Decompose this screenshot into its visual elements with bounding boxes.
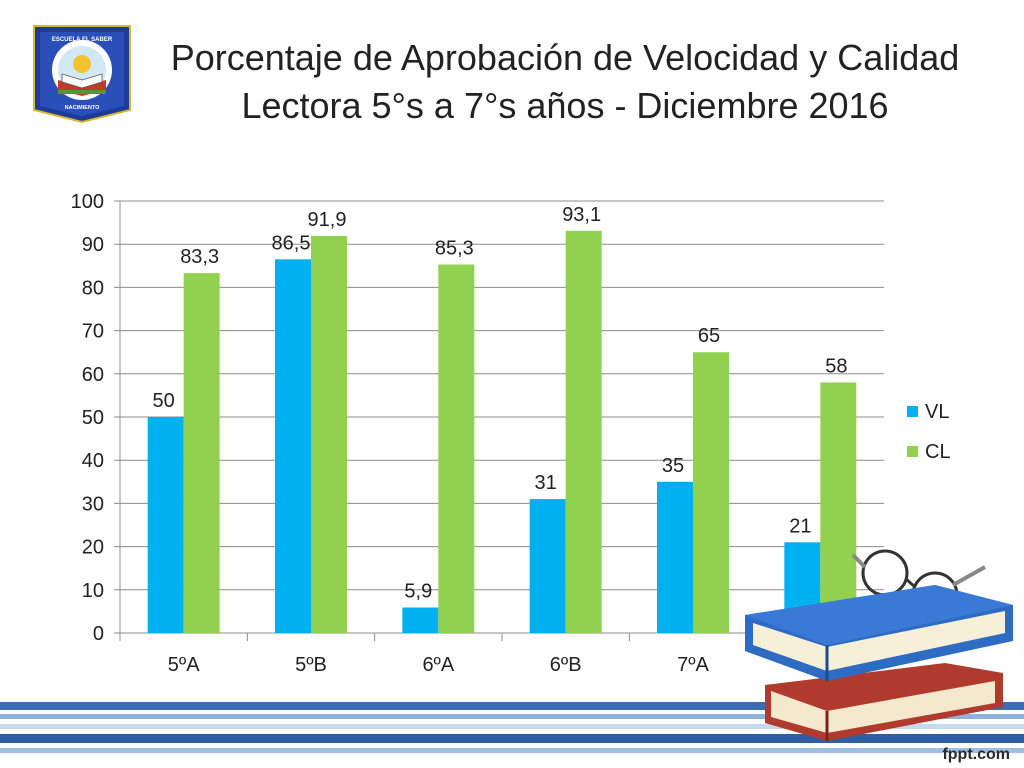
watermark: fppt.com (942, 746, 1010, 763)
data-labels: 50 83,3 86,591,9 5,9 85,3 31 93,1 35 65 21 58 (153, 204, 848, 603)
y-tick-label: 10 (82, 580, 104, 602)
bar-cl (693, 352, 729, 633)
data-label: 86,5 (272, 232, 311, 254)
bar-cl (311, 235, 347, 633)
data-label: 50 (153, 390, 175, 412)
x-tick-label: 7ºA (677, 654, 709, 676)
y-tick-label: 30 (82, 493, 104, 515)
data-label: 93,1 (562, 204, 601, 226)
svg-text:ESCUELA EL SABER: ESCUELA EL SABER (52, 37, 113, 43)
svg-text:NACIMIENTO: NACIMIENTO (65, 105, 100, 111)
x-tick-label: 6ºB (550, 654, 582, 676)
books-illustration (745, 549, 1013, 741)
y-axis-ticks: 0 10 20 30 40 50 60 70 80 90 100 (71, 191, 104, 645)
data-label: 65 (698, 325, 720, 347)
data-label: 35 (662, 455, 684, 477)
y-tick-label: 70 (82, 321, 104, 343)
legend-swatch-cl (907, 446, 918, 457)
legend-label: CL (925, 441, 951, 463)
slide-title: Porcentaje de Aprobación de Velocidad y … (170, 37, 960, 126)
y-tick-label: 40 (82, 450, 104, 472)
data-label: 58 (825, 355, 847, 377)
legend-swatch-vl (907, 406, 918, 417)
y-tick-label: 60 (82, 364, 104, 386)
x-tick-label: 5ºA (168, 654, 200, 676)
bar-cl (438, 264, 475, 633)
bar-cl (183, 273, 220, 633)
data-label: 5,9 (404, 581, 432, 603)
y-tick-label: 0 (93, 623, 104, 645)
footer-stripes (0, 702, 1024, 753)
bar-vl (147, 417, 184, 633)
bars (147, 230, 857, 634)
y-tick-label: 100 (71, 191, 104, 213)
bar-cl (565, 230, 602, 634)
y-tick-label: 20 (82, 537, 104, 559)
y-tick-label: 50 (82, 407, 104, 429)
data-label: 31 (535, 472, 557, 494)
bar-vl (657, 481, 693, 633)
data-label: 21 (789, 515, 811, 537)
legend: VL CL (907, 401, 951, 463)
bar-cl (820, 382, 857, 633)
data-label: 91,9 (308, 209, 347, 231)
data-label: 85,3 (435, 238, 474, 260)
bar-vl (529, 499, 566, 633)
data-label: 83,3 (180, 246, 219, 268)
y-tick-label: 90 (82, 234, 104, 256)
bar-vl (275, 259, 311, 633)
x-tick-label: 6ºA (422, 654, 454, 676)
legend-label: VL (925, 401, 949, 423)
bar-vl (402, 607, 439, 633)
y-tick-label: 80 (82, 277, 104, 299)
school-logo: ESCUELA EL SABER NACIMIENTO (33, 25, 131, 124)
x-tick-label: 5ºB (295, 654, 327, 676)
